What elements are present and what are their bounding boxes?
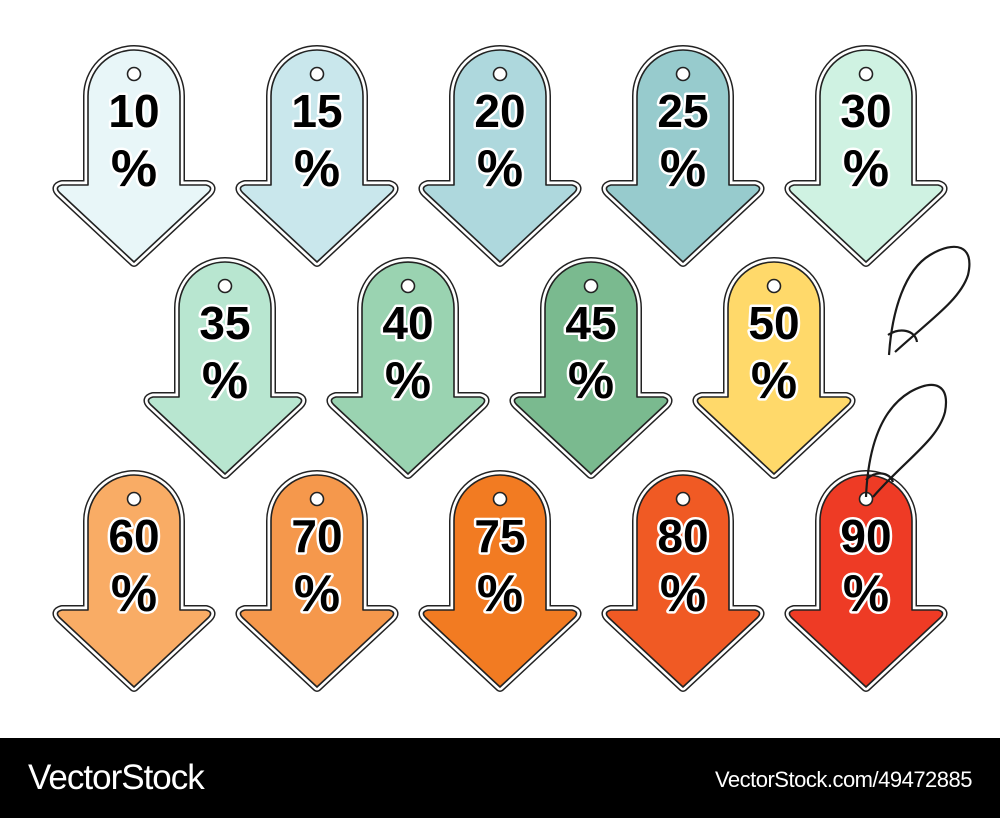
tag-number: 90 <box>840 510 891 562</box>
tag-hole-icon <box>492 491 508 507</box>
tag-percent: % <box>111 565 157 623</box>
tag-body <box>605 474 761 688</box>
tag-body <box>56 474 212 688</box>
tag-percent: % <box>843 565 889 623</box>
tag-body <box>788 49 944 263</box>
tag-body <box>513 261 669 475</box>
tag-body <box>422 474 578 688</box>
tag-number: 45 <box>565 297 616 349</box>
discount-tag-35: 35% <box>143 257 307 479</box>
tag-number: 15 <box>291 85 342 137</box>
discount-tag-45: 45% <box>509 257 673 479</box>
discount-tag-25: 25% <box>601 45 765 267</box>
tag-hole-icon <box>858 66 874 82</box>
tag-body <box>605 49 761 263</box>
discount-tag-20: 20% <box>418 45 582 267</box>
tag-hole-icon <box>492 66 508 82</box>
tag-body <box>56 49 212 263</box>
tag-body <box>239 474 395 688</box>
tag-number: 35 <box>199 297 250 349</box>
footer-bar: VectorStock VectorStock.com/49472885 <box>0 738 1000 818</box>
tag-hole-icon <box>217 278 233 294</box>
image-url: VectorStock.com/49472885 <box>714 767 973 792</box>
tag-string <box>864 383 948 498</box>
tag-hole-icon <box>309 491 325 507</box>
tag-number: 30 <box>840 85 891 137</box>
brand-logo: VectorStock <box>28 758 205 797</box>
tag-hole-icon <box>675 491 691 507</box>
tag-number: 70 <box>291 510 342 562</box>
tag-percent: % <box>111 140 157 198</box>
tag-hole-icon <box>400 278 416 294</box>
tag-body <box>330 261 486 475</box>
discount-tag-70: 70% <box>235 470 399 692</box>
tag-percent: % <box>660 565 706 623</box>
discount-tag-10: 10% <box>52 45 216 267</box>
tag-hole-icon <box>583 278 599 294</box>
discount-tag-15: 15% <box>235 45 399 267</box>
tag-number: 20 <box>474 85 525 137</box>
tag-number: 10 <box>108 85 159 137</box>
tag-hole-icon <box>126 491 142 507</box>
tag-body <box>239 49 395 263</box>
tag-percent: % <box>843 140 889 198</box>
tag-hole-icon <box>126 66 142 82</box>
tag-percent: % <box>660 140 706 198</box>
discount-tag-60: 60% <box>52 470 216 692</box>
tag-percent: % <box>477 565 523 623</box>
tag-body <box>696 261 852 475</box>
tag-body <box>147 261 303 475</box>
tag-number: 50 <box>748 297 799 349</box>
tag-number: 80 <box>657 510 708 562</box>
tag-body <box>788 474 944 688</box>
discount-tag-90: 90% <box>784 470 948 692</box>
discount-tag-40: 40% <box>326 257 490 479</box>
tag-percent: % <box>294 140 340 198</box>
tag-percent: % <box>477 140 523 198</box>
price-tags-illustration: 10%15%20%25%30%35%40%45%50%60%70%75%80%9… <box>52 45 971 692</box>
discount-tag-80: 80% <box>601 470 765 692</box>
tag-body <box>422 49 578 263</box>
discount-tag-75: 75% <box>418 470 582 692</box>
tag-percent: % <box>294 565 340 623</box>
tag-hole-icon <box>309 66 325 82</box>
tag-number: 60 <box>108 510 159 562</box>
tag-number: 40 <box>382 297 433 349</box>
discount-tag-30: 30% <box>784 45 948 267</box>
tag-hole-icon <box>766 278 782 294</box>
tag-percent: % <box>202 352 248 410</box>
discount-tag-50: 50% <box>692 257 856 479</box>
tag-percent: % <box>568 352 614 410</box>
tag-hole-icon <box>675 66 691 82</box>
tag-percent: % <box>751 352 797 410</box>
tag-percent: % <box>385 352 431 410</box>
loose-string <box>887 245 971 356</box>
tag-number: 25 <box>657 85 708 137</box>
tag-number: 75 <box>474 510 525 562</box>
